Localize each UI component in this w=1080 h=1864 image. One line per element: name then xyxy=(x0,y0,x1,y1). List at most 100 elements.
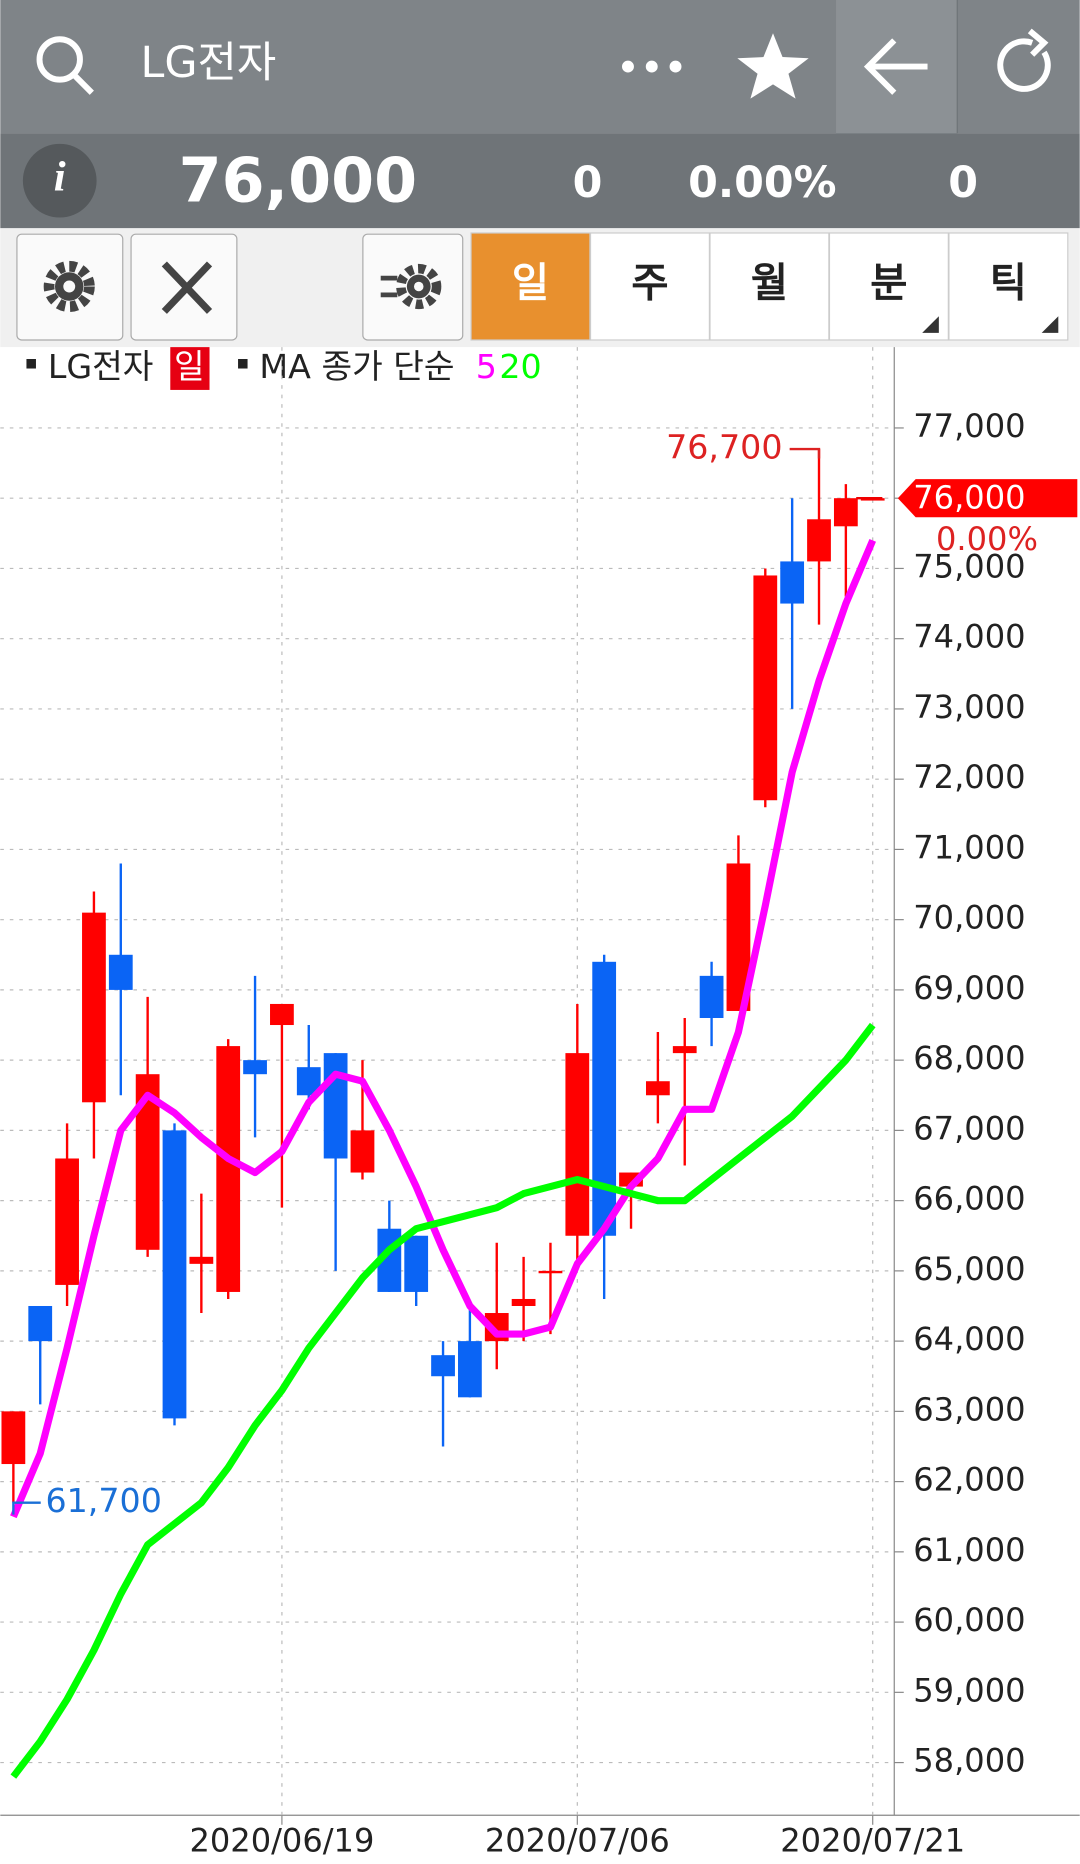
y-tick-label: 58,000 xyxy=(913,1742,1025,1780)
y-tick-label: 74,000 xyxy=(913,618,1025,656)
info-icon: i xyxy=(54,154,66,201)
tab-label: 틱 xyxy=(990,258,1027,306)
candle-body xyxy=(538,1270,563,1274)
high-arrow xyxy=(789,447,821,459)
candle-body xyxy=(780,561,805,604)
candle-body xyxy=(216,1046,241,1292)
candle-body xyxy=(726,863,751,1011)
plot: 58,000 59,000 60,000 61,000 62,000 63,000 64,0… xyxy=(0,347,1078,1860)
y-tick-label: 68,000 xyxy=(913,1039,1025,1077)
y-tick-label: 69,000 xyxy=(913,969,1025,1007)
legend-period: 일 xyxy=(174,347,205,386)
y-tick-label: 75,000 xyxy=(913,547,1025,585)
tab[interactable] xyxy=(828,232,949,341)
x-tick-label: 2020/06/19 xyxy=(189,1822,374,1860)
current-price-label: 76,000 xyxy=(913,478,1025,516)
y-tick-label: 60,000 xyxy=(913,1601,1025,1639)
candle-body xyxy=(189,1256,214,1264)
candle-body xyxy=(296,1067,321,1096)
candle-body xyxy=(860,498,885,501)
gear-icon xyxy=(43,260,95,313)
candle-body xyxy=(135,1074,160,1250)
info-button[interactable] xyxy=(22,143,97,218)
quote-bar xyxy=(0,133,1080,229)
candle-body xyxy=(82,912,106,1103)
candle-body xyxy=(162,1130,187,1419)
favorite-icon[interactable] xyxy=(737,33,809,99)
current-price-tag xyxy=(897,479,1078,518)
tab-corner xyxy=(922,316,939,333)
candle-body xyxy=(243,1060,267,1075)
y-tick-label: 62,000 xyxy=(913,1461,1025,1499)
back-icon[interactable] xyxy=(863,38,928,95)
price: 76,000 xyxy=(179,144,417,216)
legend-period-bg xyxy=(170,347,210,390)
stock-name: LG전자 xyxy=(141,38,277,88)
candle-body xyxy=(55,1158,79,1285)
tab[interactable] xyxy=(709,232,830,341)
candle-body xyxy=(431,1355,455,1377)
tab[interactable] xyxy=(589,232,710,341)
legend-marker xyxy=(26,359,36,369)
refresh-icon[interactable] xyxy=(997,28,1051,92)
change: 0 xyxy=(573,158,603,208)
candle-body xyxy=(458,1341,482,1398)
candle-body xyxy=(511,1298,536,1306)
candle-body xyxy=(108,954,133,990)
candle-body xyxy=(28,1305,53,1342)
candle-body xyxy=(323,1053,348,1159)
tab[interactable] xyxy=(470,232,591,341)
indicator-icon xyxy=(380,263,442,310)
legend-marker xyxy=(238,359,248,369)
tab-label: 분 xyxy=(870,258,907,306)
more-icon[interactable] xyxy=(622,60,682,73)
candle-body xyxy=(753,575,778,801)
candle-body xyxy=(565,1053,590,1236)
tab-label: 월 xyxy=(751,258,788,306)
candle-body xyxy=(807,519,831,562)
candle-body xyxy=(1,1411,26,1465)
y-tick-label: 59,000 xyxy=(913,1671,1025,1709)
y-tick-label: 72,000 xyxy=(913,758,1025,796)
legend-ma: MA 종가 단순 xyxy=(259,347,454,386)
y-tick-label: 66,000 xyxy=(913,1180,1025,1218)
tab-label: 주 xyxy=(631,258,668,306)
tab-label: 일 xyxy=(512,258,549,306)
y-tick-label: 64,000 xyxy=(913,1320,1025,1358)
volume: 0 xyxy=(948,158,978,208)
high-label: 76,700 xyxy=(666,428,782,467)
legend-series: 20 xyxy=(499,347,541,386)
y-tick-label: 67,000 xyxy=(913,1109,1025,1147)
candle-body xyxy=(699,975,724,1018)
low-arrow xyxy=(12,1501,41,1515)
tab[interactable] xyxy=(948,232,1069,341)
candle-body xyxy=(592,961,617,1236)
y-tick-label: 63,000 xyxy=(913,1390,1025,1428)
y-tick-label: 61,000 xyxy=(913,1531,1025,1569)
change-rate: 0.00% xyxy=(688,158,836,208)
candle-body xyxy=(350,1130,375,1173)
y-tick-label: 73,000 xyxy=(913,688,1025,726)
tools-icon xyxy=(161,261,213,314)
candle-body xyxy=(645,1081,670,1096)
ma-line xyxy=(10,538,876,1519)
candle-body xyxy=(833,498,858,527)
x-tick-label: 2020/07/21 xyxy=(780,1822,965,1860)
search-icon[interactable] xyxy=(36,36,94,95)
y-tick-label: 77,000 xyxy=(913,407,1025,445)
legend-symbol: LG전자 xyxy=(48,347,154,386)
legend-series: 5 xyxy=(476,347,497,386)
candle-body xyxy=(672,1046,697,1054)
candle-body xyxy=(404,1235,429,1292)
y-tick-label: 70,000 xyxy=(913,899,1025,937)
y-tick-label: 65,000 xyxy=(913,1250,1025,1288)
current-change-label: 0.00% xyxy=(936,520,1038,558)
y-tick-label: 71,000 xyxy=(913,828,1025,866)
candle-body xyxy=(270,1003,294,1026)
x-tick-label: 2020/07/06 xyxy=(485,1822,670,1860)
low-label: 61,700 xyxy=(45,1481,161,1520)
ma-line xyxy=(10,1022,876,1779)
